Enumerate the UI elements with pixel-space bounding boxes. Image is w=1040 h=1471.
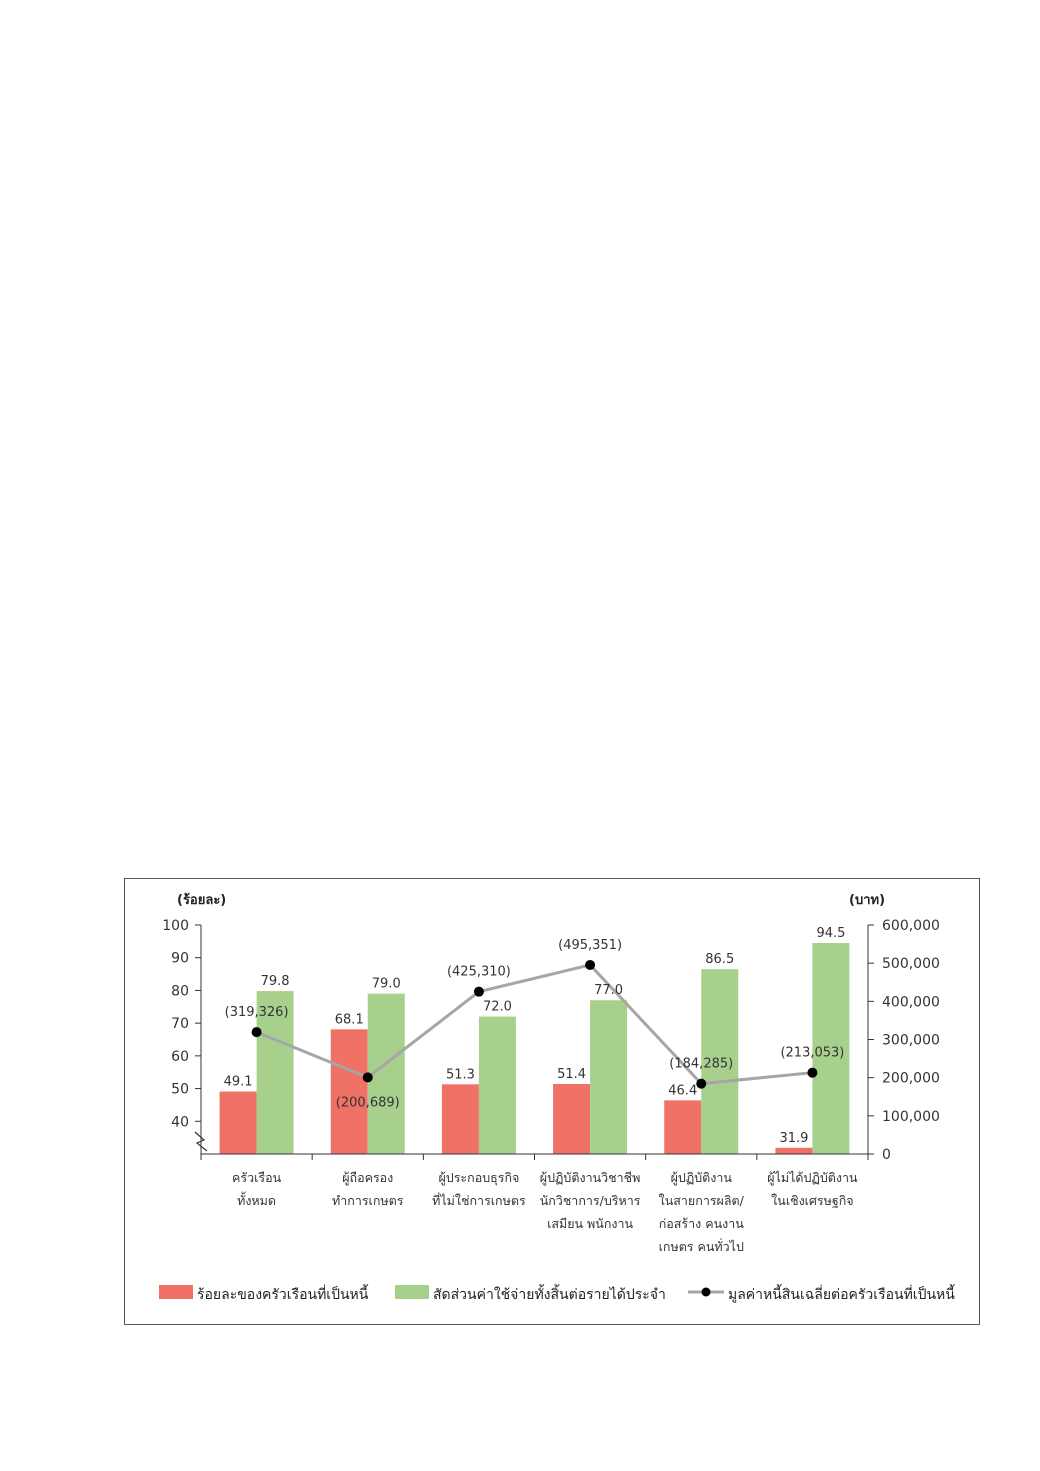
point-avg-debt bbox=[585, 959, 596, 970]
bar-expense-ratio bbox=[812, 942, 850, 1154]
point-avg-debt bbox=[251, 1027, 262, 1038]
chart-frame: (ร้อยละ) (บาท) 49.1 79.8 68.1 79.0 51.3 72.0 5… bbox=[124, 878, 980, 1325]
y-tick-label: 100 bbox=[162, 918, 189, 934]
bar-debt-pct bbox=[441, 1084, 479, 1154]
data-label-expense-ratio: 94.5 bbox=[816, 926, 845, 941]
axis-break-icon bbox=[194, 1131, 208, 1152]
y2-tick-label: 500,000 bbox=[882, 956, 940, 972]
bar-debt-pct bbox=[775, 1147, 813, 1154]
bar-expense-ratio bbox=[590, 1000, 628, 1154]
x-category-label: ในสายการผลิต/ bbox=[659, 1193, 745, 1208]
x-category-label: ทำการเกษตร bbox=[332, 1193, 404, 1208]
y-tick-label: 40 bbox=[171, 1114, 189, 1130]
legend-swatch-expense-ratio bbox=[395, 1285, 429, 1299]
y2-tick-label: 200,000 bbox=[882, 1071, 940, 1087]
y2-tick-label: 400,000 bbox=[882, 994, 940, 1010]
data-label-debt-pct: 49.1 bbox=[224, 1075, 253, 1090]
data-label-expense-ratio: 77.0 bbox=[594, 983, 623, 998]
data-label-avg-debt: (200,689) bbox=[336, 1095, 400, 1110]
x-category-label: เสมียน พนักงาน bbox=[547, 1216, 633, 1231]
data-label-avg-debt: (319,326) bbox=[225, 1005, 289, 1020]
point-avg-debt bbox=[696, 1078, 707, 1089]
data-label-expense-ratio: 79.8 bbox=[261, 974, 290, 989]
chart-svg: (ร้อยละ) (บาท) 49.1 79.8 68.1 79.0 51.3 72.0 5… bbox=[159, 892, 955, 1303]
legend-label-avg-debt: มูลค่าหนี้สินเฉลี่ยต่อครัวเรือนที่เป็นหน… bbox=[728, 1284, 955, 1303]
x-category-label: ทั้งหมด bbox=[237, 1191, 276, 1208]
x-category-label: ผู้ประกอบธุรกิจ bbox=[438, 1170, 519, 1186]
bar-debt-pct bbox=[330, 1029, 368, 1154]
x-category-label: ผู้ปฏิบัติงานวิชาชีพ bbox=[540, 1170, 641, 1186]
bar-expense-ratio bbox=[478, 1016, 516, 1154]
legend-label-expense-ratio: สัดส่วนค่าใช้จ่ายทั้งสิ้นต่อรายได้ประจำ bbox=[433, 1284, 666, 1303]
data-label-avg-debt: (213,053) bbox=[780, 1046, 844, 1061]
legend-swatch-debt-pct bbox=[159, 1285, 193, 1299]
point-avg-debt bbox=[807, 1067, 818, 1078]
x-category-label: ครัวเรือน bbox=[232, 1170, 282, 1185]
x-category-label: ผู้ไม่ได้ปฏิบัติงาน bbox=[767, 1170, 858, 1186]
x-category-label: ในเชิงเศรษฐกิจ bbox=[771, 1193, 853, 1208]
bar-expense-ratio bbox=[701, 969, 739, 1154]
y-tick-label: 70 bbox=[171, 1016, 189, 1032]
point-avg-debt bbox=[362, 1072, 373, 1083]
bar-debt-pct bbox=[553, 1083, 591, 1154]
bar-debt-pct bbox=[664, 1100, 702, 1154]
legend-marker-avg-debt bbox=[701, 1287, 711, 1297]
y2-axis-title: (บาท) bbox=[849, 893, 885, 908]
y2-tick-label: 0 bbox=[882, 1147, 891, 1163]
data-label-debt-pct: 51.4 bbox=[557, 1067, 586, 1082]
y-tick-label: 80 bbox=[171, 983, 189, 999]
line-avg-debt bbox=[256, 963, 813, 1086]
data-label-debt-pct: 51.3 bbox=[446, 1067, 475, 1082]
y-tick-label: 60 bbox=[171, 1049, 189, 1065]
y2-tick-label: 300,000 bbox=[882, 1033, 940, 1049]
x-category-label: ก่อสร้าง คนงาน bbox=[659, 1216, 745, 1231]
data-label-debt-pct: 68.1 bbox=[335, 1012, 364, 1027]
data-label-expense-ratio: 79.0 bbox=[372, 977, 401, 992]
x-category-label: นักวิชาการ/บริหาร bbox=[540, 1193, 641, 1208]
bar-expense-ratio bbox=[256, 991, 294, 1154]
x-category-label: ผู้ปฏิบัติงาน bbox=[671, 1170, 733, 1186]
data-label-debt-pct: 31.9 bbox=[779, 1131, 808, 1146]
data-label-expense-ratio: 86.5 bbox=[705, 952, 734, 967]
y-axis-title: (ร้อยละ) bbox=[177, 892, 226, 908]
y2-tick-label: 100,000 bbox=[882, 1109, 940, 1125]
point-avg-debt bbox=[473, 986, 484, 997]
data-label-avg-debt: (184,285) bbox=[669, 1057, 733, 1072]
x-category-label: ผู้ถือครอง bbox=[342, 1170, 393, 1186]
data-label-debt-pct: 46.4 bbox=[668, 1083, 697, 1098]
legend-label-debt-pct: ร้อยละของครัวเรือนที่เป็นหนี้ bbox=[197, 1284, 369, 1303]
data-label-avg-debt: (425,310) bbox=[447, 965, 511, 980]
x-category-label: ที่ไม่ใช่การเกษตร bbox=[432, 1192, 526, 1208]
y-tick-label: 90 bbox=[171, 951, 189, 967]
data-label-avg-debt: (495,351) bbox=[558, 938, 622, 953]
bar-debt-pct bbox=[219, 1091, 257, 1154]
x-category-label: เกษตร คนทั่วไป bbox=[659, 1238, 744, 1254]
y2-tick-label: 600,000 bbox=[882, 918, 940, 934]
y-tick-label: 50 bbox=[171, 1082, 189, 1098]
data-label-expense-ratio: 72.0 bbox=[483, 1000, 512, 1015]
